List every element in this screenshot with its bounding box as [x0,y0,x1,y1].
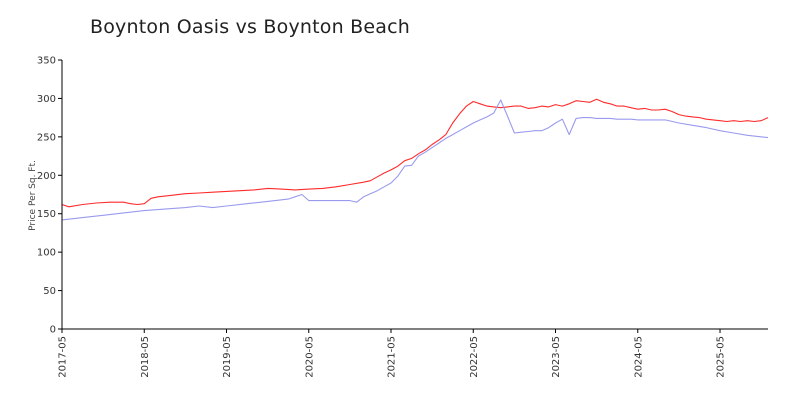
x-tick-label: 2022-05 [469,336,480,378]
y-tick-label: 150 [37,209,56,220]
x-tick-label: 2017-05 [58,336,69,378]
x-tick-label: 2019-05 [222,336,233,378]
y-tick-label: 350 [37,56,56,67]
y-tick-label: 250 [37,132,56,143]
x-tick-label: 2024-05 [633,336,644,378]
y-tick-label: 0 [50,325,56,336]
y-axis-title: Price Per Sq. Ft. [28,160,38,231]
y-tick-label: 200 [37,171,56,182]
x-tick-label: 2025-05 [716,336,727,378]
series-line-boynton_beach [61,99,769,221]
y-tick-label: 300 [37,94,56,105]
y-tick-label: 100 [37,248,56,259]
axes-layer [58,59,768,333]
x-tick-label: 2020-05 [304,336,315,378]
x-tick-label: 2023-05 [551,336,562,378]
chart-title: Boynton Oasis vs Boynton Beach [90,16,410,38]
series-line-boynton_oasis [61,98,769,208]
labels-layer: 0 50 100 150 200 250 300 350 2017-05 2018-05 2019-… [28,56,727,378]
x-tick-label: 2021-05 [387,336,398,378]
x-tick-label: 2018-05 [140,336,151,378]
y-tick-label: 50 [43,286,56,297]
series-layer [61,98,769,221]
